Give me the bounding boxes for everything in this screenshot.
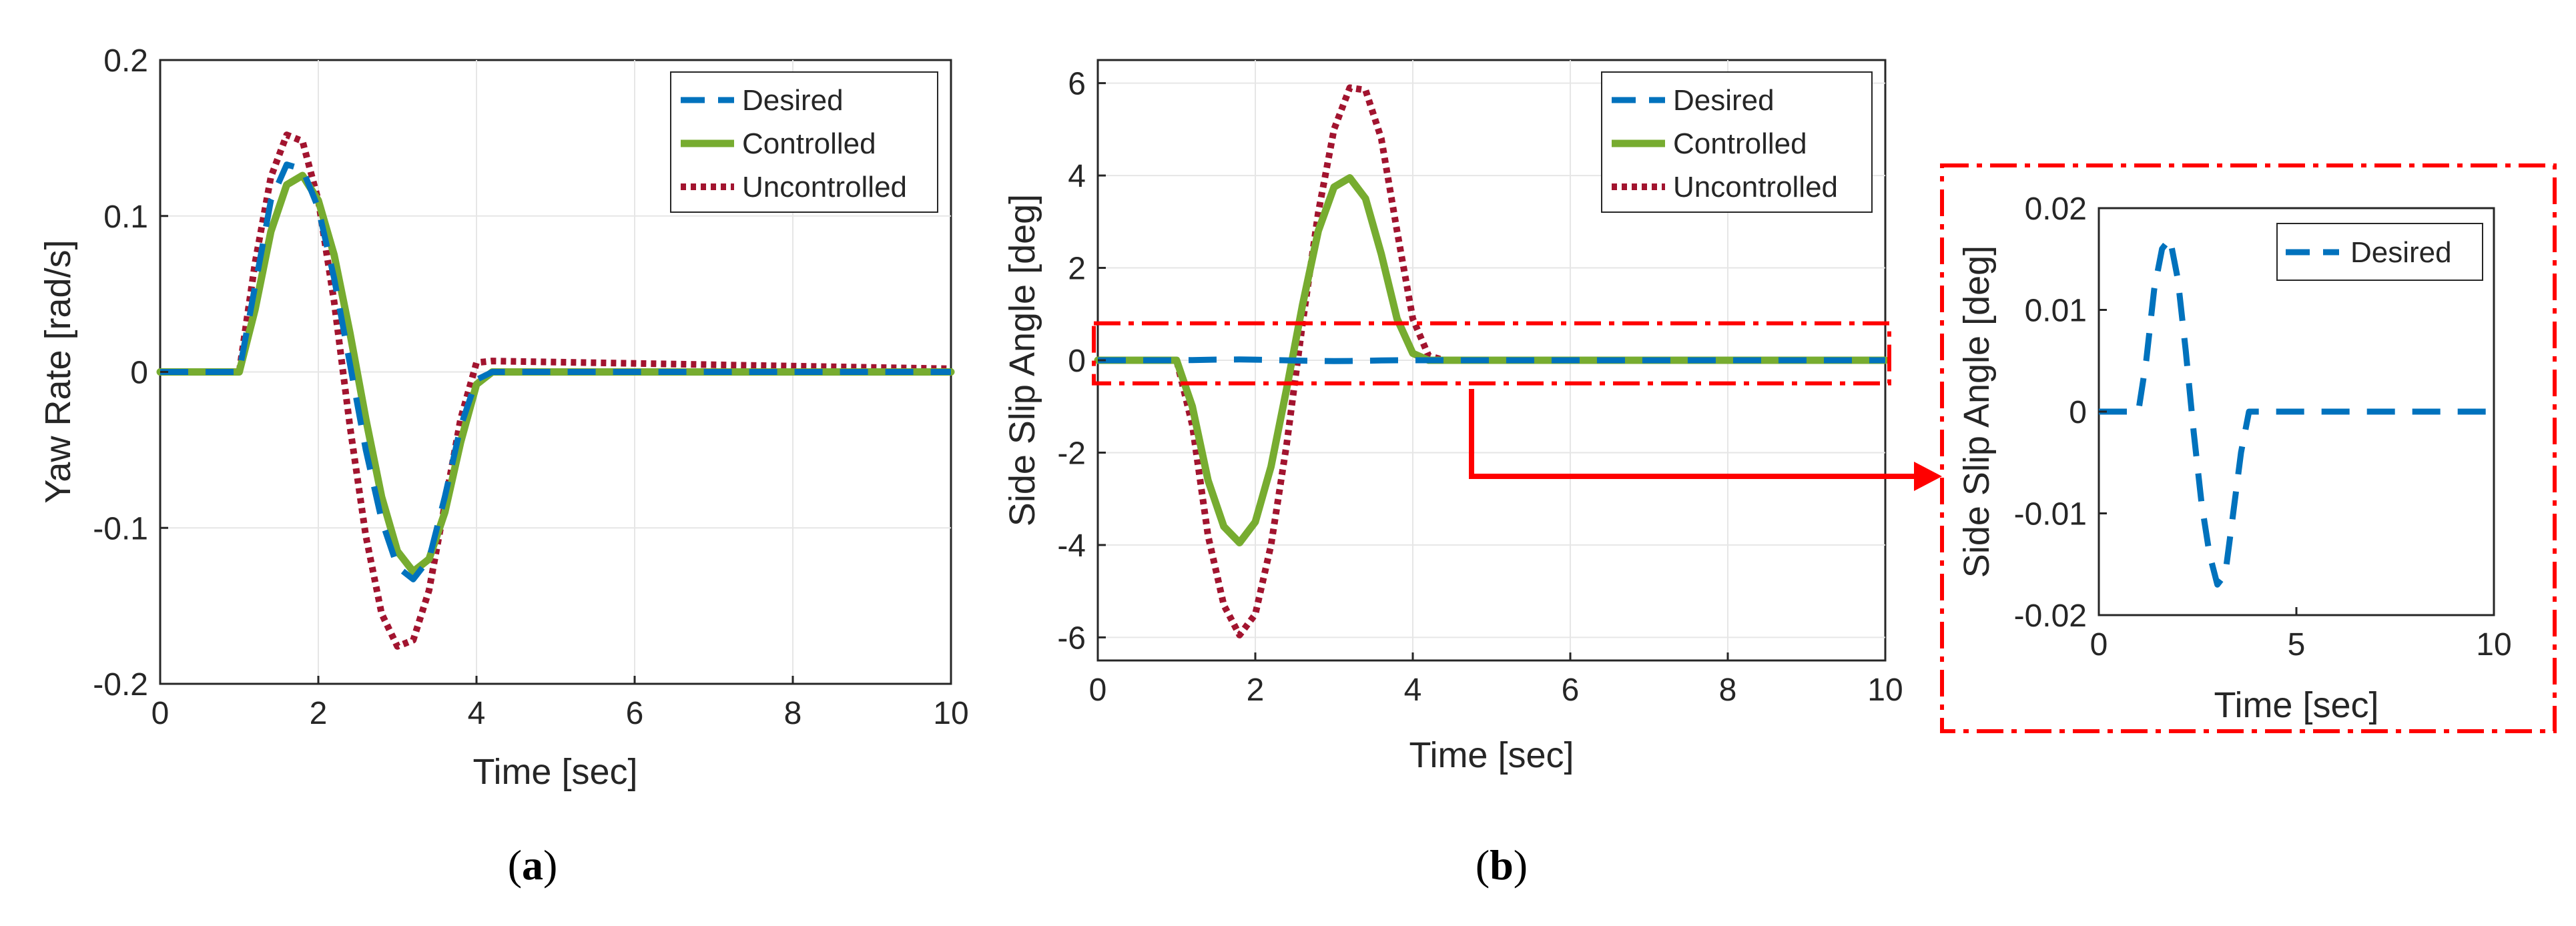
chart-b-ytick-5: 4 [1068,159,1086,194]
chart-b-series-controlled [1094,174,1889,546]
chart-b: 0 2 4 6 8 10 -6 -4 -2 0 2 4 6 Time [sec] Side Slip A… [1002,59,1942,889]
chart-c-xtick-0: 0 [2090,627,2108,662]
chart-inset-xlabel: Time [sec] [2214,685,2378,725]
chart-b-xtick-4: 8 [1719,672,1737,708]
chart-b-xtick-2: 4 [1404,672,1422,708]
chart-inset: 0 5 10 -0.02 -0.01 0 0.01 0.02 Time [sec] Side … [1940,163,2557,733]
chart-a-xtick-3: 6 [626,696,644,731]
chart-b-xtick-3: 6 [1562,672,1580,708]
chart-b-xtick-1: 2 [1247,672,1265,708]
chart-a-legend-controlled: Controlled [742,127,876,160]
chart-b-series-desired [1098,356,1885,364]
chart-b-ytick-3: 0 [1068,344,1086,379]
chart-b-xlabel: Time [sec] [1409,735,1574,775]
chart-a-ytick-0: -0.2 [93,667,148,703]
chart-a-xtick-4: 8 [784,696,802,731]
chart-inset-ylabel: Side Slip Angle [deg] [1957,246,1997,578]
zoom-arrow-line [1469,389,1914,479]
chart-c-xtick-1: 5 [2288,627,2306,662]
chart-b-ytick-6: 6 [1068,67,1086,102]
chart-a-legend: Desired Controlled Uncontrolled [670,71,938,213]
chart-a-ytick-4: 0.2 [103,43,148,79]
chart-c-ytick-0: -0.02 [2014,598,2087,634]
chart-a-ylabel: Yaw Rate [rad/s] [38,240,78,503]
chart-inset-legend-desired: Desired [2350,236,2452,269]
zoom-arrow-head [1914,462,1942,491]
chart-inset-legend: Desired [2276,223,2483,281]
chart-a-xtick-1: 2 [310,696,328,731]
chart-a-legend-desired: Desired [742,84,844,117]
panel-label-a: (a) [508,841,558,889]
chart-b-ylabel: Side Slip Angle [deg] [1002,194,1042,526]
chart-inset-legend-box [2276,223,2483,281]
chart-b-xtick-5: 10 [1867,672,1903,708]
chart-a-ytick-3: 0.1 [103,199,148,235]
chart-a-series-desired [160,161,951,582]
chart-c-ytick-1: -0.01 [2014,497,2087,532]
chart-b-ytick-1: -4 [1057,528,1086,564]
chart-b-xtick-0: 0 [1089,672,1107,708]
chart-a-legend-uncontrolled: Uncontrolled [742,171,907,203]
chart-b-ytick-0: -6 [1057,620,1086,656]
chart-a-xlabel: Time [sec] [472,752,637,792]
chart-a-xtick-0: 0 [151,696,170,731]
chart-c-xtick-2: 10 [2476,627,2511,662]
chart-a-series-controlled [156,171,955,576]
inset-frame [1940,163,2557,733]
chart-a: 0 2 4 6 8 10 -0.2 -0.1 0 0.1 0.2 Time [sec] Yaw Ra… [38,43,969,889]
chart-c-ytick-4: 0.02 [2025,191,2087,227]
chart-a-xtick-2: 4 [468,696,486,731]
chart-c-ytick-2: 0 [2069,395,2087,430]
chart-b-ytick-4: 2 [1068,252,1086,287]
chart-c-ytick-3: 0.01 [2025,294,2087,329]
panel-label-b: (b) [1476,841,1528,889]
chart-a-ytick-2: 0 [130,356,148,391]
chart-b-legend-desired: Desired [1673,84,1775,117]
chart-b-legend-uncontrolled: Uncontrolled [1673,171,1838,203]
chart-b-ytick-2: -2 [1057,436,1086,471]
chart-b-highlight-box [1092,321,1891,386]
chart-b-legend: Desired Controlled Uncontrolled [1601,71,1873,213]
chart-c-series-desired [2099,236,2494,588]
chart-a-ytick-1: -0.1 [93,511,148,546]
chart-b-legend-controlled: Controlled [1673,127,1807,160]
chart-a-xtick-5: 10 [933,696,968,731]
